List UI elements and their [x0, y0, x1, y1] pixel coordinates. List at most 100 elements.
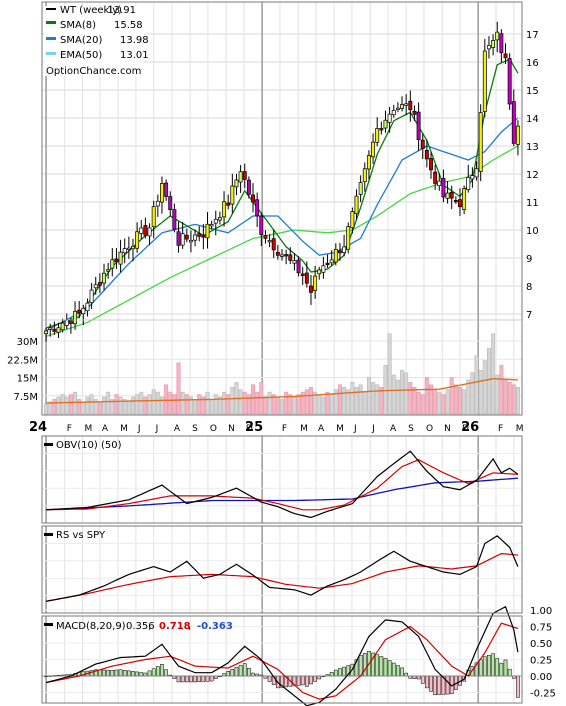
volume-bar — [458, 386, 462, 415]
volume-bar — [151, 389, 156, 415]
macd-histogram-bar — [317, 675, 322, 680]
volume-bar — [449, 377, 454, 415]
candle-body — [255, 199, 260, 217]
legend-swatch-sma20 — [46, 37, 56, 40]
candle-body — [445, 192, 450, 199]
x-tick-label: M — [336, 424, 344, 434]
macd-histogram-bar — [209, 675, 214, 682]
volume-bar — [77, 399, 82, 415]
volume-bar — [139, 391, 144, 415]
candle-body — [213, 218, 218, 224]
macd-tick-label: -0.25 — [530, 689, 556, 700]
x-tick-label: S — [192, 424, 198, 434]
candle-body — [309, 285, 313, 293]
volume-bar — [209, 399, 214, 415]
price-tick-label: 10 — [526, 226, 539, 237]
volume-bar — [197, 394, 202, 415]
price-tick-label: 13 — [526, 142, 539, 153]
candle-body — [491, 40, 496, 48]
volume-bar — [242, 391, 247, 415]
volume-bar — [325, 391, 330, 415]
x-tick-label: F — [498, 424, 503, 434]
volume-bar — [511, 384, 516, 415]
macd-histogram-bar — [160, 664, 164, 677]
volume-bar — [114, 394, 119, 415]
macd-histogram-bar — [242, 663, 247, 677]
candle-body — [449, 192, 454, 199]
x-tick-label: N — [444, 424, 451, 434]
volume-bar — [474, 355, 479, 415]
volume-bar — [102, 396, 106, 415]
macd-histogram-bar — [251, 672, 255, 677]
volume-bar — [106, 391, 111, 415]
macd-histogram-bar — [135, 671, 139, 677]
volume-bar — [346, 389, 351, 415]
volume-bar — [126, 401, 131, 415]
candle-body — [68, 320, 73, 324]
x-tick-label: O — [210, 424, 217, 434]
candle-body — [197, 233, 202, 237]
candle-body — [424, 149, 429, 160]
volume-bar — [168, 391, 173, 415]
candle-body — [478, 112, 483, 172]
candle-body — [408, 100, 413, 111]
volume-bar — [391, 374, 396, 415]
candle-body — [470, 175, 475, 180]
candle-body — [60, 322, 65, 331]
volume-bar — [507, 382, 512, 415]
candle-body — [337, 250, 342, 254]
macd-histogram-bar — [143, 672, 148, 677]
price-tick-label: 16 — [526, 58, 539, 69]
macd-histogram-bar — [391, 662, 396, 677]
candle-body — [172, 209, 177, 230]
candle-body — [48, 327, 53, 330]
volume-bar — [68, 394, 73, 415]
volume-tick-label: 22.5M — [7, 355, 38, 366]
volume-bar — [350, 382, 355, 415]
volume-bar — [424, 377, 429, 415]
volume-tick-label: 7.5M — [13, 392, 38, 403]
x-tick-label: A — [318, 424, 325, 434]
candle-body — [325, 262, 330, 266]
price-tick-label: 11 — [526, 198, 539, 209]
candle-body — [164, 182, 169, 197]
candle-body — [176, 231, 181, 246]
candle-body — [317, 269, 322, 275]
volume-bar — [93, 399, 98, 415]
obv-legend-label: OBV(10) (50) — [56, 440, 122, 451]
macd-histogram-bar — [98, 669, 102, 677]
candle-body — [342, 246, 347, 254]
macd-legend-label: MACD(8,20,9) — [56, 621, 126, 632]
volume-bar — [255, 391, 260, 415]
candle-body — [437, 180, 442, 187]
volume-bar — [263, 396, 268, 415]
macd-legend-signal: 0.718 — [159, 621, 191, 632]
panel-frame — [41, 435, 523, 524]
macd-legend-hist: -0.363 — [197, 621, 233, 632]
volume-bar — [491, 333, 496, 415]
volume-bar — [147, 394, 152, 415]
candle-body — [292, 260, 297, 264]
x-tick-label: M — [300, 424, 308, 434]
candle-body — [404, 103, 409, 106]
price-tick-label: 17 — [526, 30, 539, 41]
macd-histogram-bar — [433, 675, 437, 696]
volume-bar — [408, 382, 413, 415]
candle-body — [44, 330, 49, 335]
macd-legend-sep: , — [148, 621, 151, 632]
candle-body — [209, 224, 214, 227]
volume-bar — [271, 394, 276, 415]
volume-bar — [188, 396, 193, 415]
x-tick-label: F — [67, 424, 72, 434]
candle-body — [400, 104, 404, 109]
x-tick-label: 24 — [29, 420, 47, 435]
volume-bar — [164, 384, 169, 415]
volume-bar — [300, 391, 305, 415]
volume-bar — [466, 379, 471, 415]
volume-bar — [176, 362, 181, 415]
candle-body — [188, 240, 193, 243]
volume-bar — [184, 394, 189, 415]
candle-body — [246, 179, 251, 195]
macd-histogram-bar — [102, 669, 106, 677]
candle-body — [238, 171, 243, 183]
